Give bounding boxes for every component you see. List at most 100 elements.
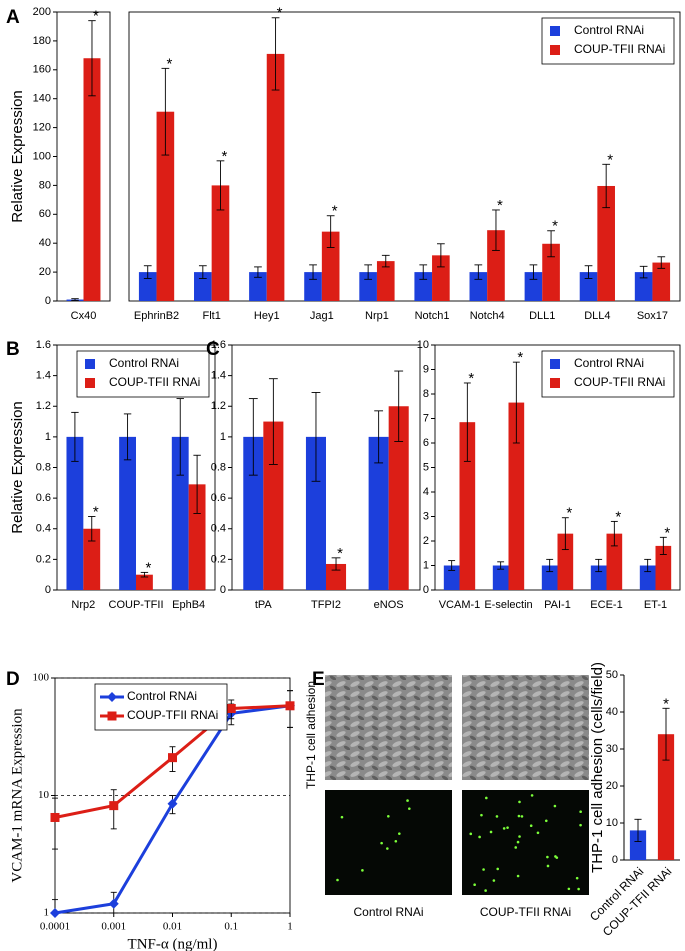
- bar: [305, 436, 326, 590]
- fluorescence-image: [325, 790, 452, 895]
- cell-dot: [579, 810, 582, 814]
- y-tick-label: 0.2: [36, 553, 51, 565]
- error-bar: [394, 370, 404, 442]
- error-bar: [123, 413, 132, 461]
- marker: [109, 801, 119, 811]
- significance-mark: *: [607, 151, 613, 168]
- x-tick-label: E-selectin: [484, 599, 532, 611]
- bar: [432, 255, 450, 301]
- y-axis-label: VCAM-1 mRNA Expression: [9, 708, 25, 883]
- y-tick-label: 9: [423, 363, 429, 375]
- cell-dot: [546, 864, 550, 868]
- error-bar: [474, 264, 483, 280]
- phase-image: [462, 675, 589, 780]
- bar: [388, 406, 409, 590]
- x-tick-label: Nrp2: [71, 599, 95, 611]
- bar: [376, 261, 395, 301]
- bar: [243, 436, 264, 590]
- error-bar: [512, 361, 520, 444]
- cell-dot: [536, 831, 540, 835]
- legend-swatch: [550, 378, 560, 388]
- cell-dot: [529, 824, 533, 828]
- cell-dot: [406, 799, 409, 802]
- y-tick-label: 3: [423, 510, 429, 522]
- y-tick-label: 10: [606, 817, 618, 829]
- x-tick-label: Nrp1: [365, 310, 389, 322]
- y-tick-label: 1: [44, 907, 50, 919]
- y-tick-label: 1.6: [211, 339, 226, 351]
- y-tick-label: 120: [33, 122, 51, 134]
- y-tick-label: 0.4: [211, 523, 226, 535]
- error-bar: [161, 67, 170, 156]
- legend-swatch: [85, 378, 95, 388]
- error-bar: [88, 516, 96, 542]
- error-bar: [71, 298, 79, 301]
- panel-letter: D: [6, 669, 20, 690]
- x-tick-label: Flt1: [202, 310, 220, 322]
- error-bar: [497, 561, 505, 570]
- cell-dot: [506, 826, 509, 829]
- significance-mark: *: [166, 55, 172, 72]
- bar: [171, 436, 189, 590]
- y-tick-label: 0: [220, 584, 226, 596]
- y-tick-label: 40: [39, 237, 51, 249]
- legend-label: Control RNAi: [574, 356, 644, 370]
- bar: [487, 230, 505, 301]
- bar: [639, 565, 656, 590]
- x-tick-label: DLL1: [529, 310, 555, 322]
- y-tick-label: 160: [33, 64, 51, 76]
- cell-dot: [546, 855, 549, 859]
- x-tick-label: tPA: [255, 599, 273, 611]
- error-bar: [198, 265, 207, 279]
- y-tick-label: 1.2: [211, 400, 226, 412]
- cell-dot: [579, 823, 582, 827]
- x-tick-label: eNOS: [374, 599, 404, 611]
- error-bar: [52, 797, 58, 850]
- significance-mark: *: [615, 508, 621, 525]
- error-bar: [463, 382, 471, 462]
- error-bar: [492, 209, 500, 251]
- bar: [655, 545, 672, 590]
- cell-dot: [394, 839, 398, 843]
- legend-label: Control RNAi: [127, 689, 197, 703]
- y-tick-label: 1.4: [36, 370, 51, 382]
- error-bar: [309, 264, 317, 280]
- y-tick-label: 80: [39, 179, 51, 191]
- significance-mark: *: [277, 5, 283, 22]
- y-tick-label: 1.6: [36, 339, 51, 351]
- x-tick-label: VCAM-1: [439, 599, 481, 611]
- x-tick-label: EphrinB2: [134, 310, 179, 322]
- legend-label: COUP-TFII RNAi: [574, 42, 665, 56]
- error-bar: [143, 265, 152, 279]
- y-tick-label: 0: [423, 584, 429, 596]
- cell-dot: [408, 807, 411, 810]
- cell-dot: [502, 827, 506, 830]
- y-axis-label: Relative Expression: [9, 90, 26, 223]
- cell-dot: [387, 814, 390, 818]
- legend-marker: [107, 711, 117, 721]
- legend-label: Control RNAi: [574, 23, 644, 37]
- bar: [326, 563, 347, 590]
- error-bar: [140, 571, 149, 578]
- x-tick-label: DLL4: [584, 310, 610, 322]
- image-caption: Control RNAi: [353, 905, 423, 919]
- x-tick-label: COUP-TFII: [109, 599, 164, 611]
- x-tick-label: Notch4: [470, 310, 505, 322]
- error-bar: [71, 411, 79, 462]
- x-tick-label: Notch1: [415, 310, 450, 322]
- y-tick-label: 6: [423, 437, 429, 449]
- bar: [188, 484, 206, 590]
- legend-marker: [107, 692, 117, 702]
- cell-dot: [473, 883, 476, 886]
- y-tick-label: 20: [39, 266, 51, 278]
- significance-mark: *: [93, 8, 99, 25]
- y-axis-label: THP-1 cell adhesion (cells/field): [589, 662, 606, 873]
- y-tick-label: 20: [606, 780, 618, 792]
- y-tick-label: 1: [423, 559, 429, 571]
- error-bar: [268, 378, 278, 465]
- cell-dot: [478, 835, 481, 839]
- y-tick-label: 50: [606, 669, 618, 681]
- error-bar: [547, 230, 555, 258]
- error-bar: [662, 707, 670, 761]
- y-tick-label: 0.4: [36, 523, 51, 535]
